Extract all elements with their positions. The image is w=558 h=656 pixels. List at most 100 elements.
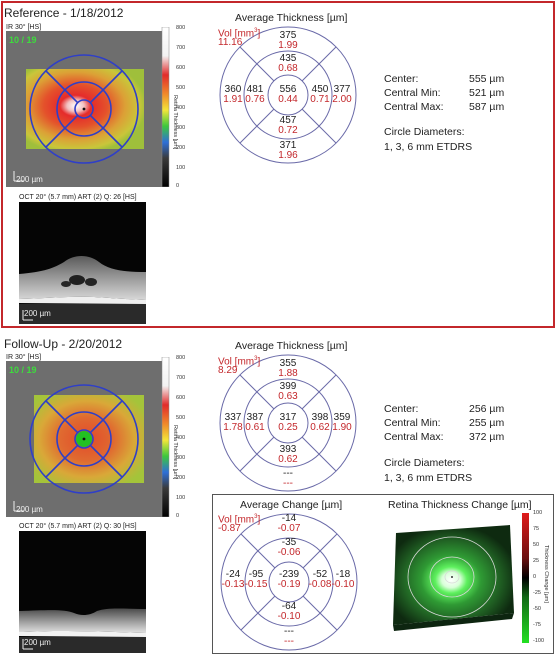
followup-center-label: Center: — [384, 403, 419, 415]
reference-min-label: Central Min: — [384, 87, 441, 99]
followup-min-value: 255 µm — [469, 417, 505, 429]
followup-vol-header: Vol [mm3] — [218, 356, 261, 368]
followup-center-value: 256 µm — [469, 403, 505, 415]
reference-inner-bottom: 457 0.72 — [278, 115, 298, 136]
colorbar-tick: 700 — [176, 375, 186, 381]
colorbar-tick: 400 — [176, 105, 186, 111]
colorbar-tick: 100 — [176, 495, 186, 501]
colorbar-tick: 400 — [176, 435, 186, 441]
followup-scale-label: 200 µm — [16, 505, 43, 514]
reference-thickness-map — [13, 54, 144, 182]
colorbar-tick: 700 — [176, 45, 186, 51]
followup-max-label: Central Max: — [384, 431, 444, 443]
reference-ir-label: IR 30° [HS] — [6, 24, 42, 31]
reference-center-label: Center: — [384, 73, 419, 85]
reference-panel — [1, 1, 555, 328]
colorbar-tick: 0 — [176, 183, 180, 189]
followup-diameters-value: 1, 3, 6 mm ETDRS — [384, 472, 473, 484]
change-vol-total: -0.87 — [218, 523, 241, 534]
change-etdrs-grid[interactable] — [219, 512, 359, 652]
followup-colorbar — [160, 357, 172, 517]
change-colorbar — [521, 513, 531, 643]
colorbar-tick: 200 — [176, 475, 186, 481]
thickness-change-3d-map[interactable] — [388, 515, 518, 649]
reference-inner-left: 481 0.76 — [245, 84, 265, 105]
colorbar-tick: -100 — [533, 638, 545, 644]
followup-colorbar-ticks: 800 700 600 500 400 300 200 100 0 — [176, 355, 190, 519]
reference-max-label: Central Max: — [384, 101, 444, 113]
colorbar-tick: 500 — [176, 415, 186, 421]
reference-vol-total: 11.16 — [218, 37, 243, 48]
change-map-title: Retina Thickness Change [µm] — [388, 499, 532, 511]
followup-oct-label: OCT 20° (5.7 mm) ART (2) Q: 30 [HS] — [19, 523, 137, 530]
followup-oct-scan[interactable] — [19, 531, 146, 653]
change-title: Average Change [µm] — [240, 499, 343, 511]
reference-outer-bottom: 371 1.96 — [278, 140, 298, 161]
reference-etdrs-grid[interactable] — [218, 25, 358, 165]
colorbar-tick: 100 — [533, 510, 543, 516]
fovea-marker-icon — [451, 576, 453, 578]
change-vol-header: Vol [mm3] — [218, 514, 261, 526]
colorbar-tick: 50 — [533, 542, 540, 548]
reference-inner-right: 450 0.71 — [310, 84, 330, 105]
change-colorbar-ticks: 100 75 50 25 0 -25 -50 -75 -100 — [533, 510, 553, 646]
followup-diameters-label: Circle Diameters: — [384, 457, 465, 469]
reference-oct-label: OCT 20° (5.7 mm) ART (2) Q: 26 [HS] — [19, 194, 137, 201]
reference-min-value: 521 µm — [469, 87, 505, 99]
followup-center: 317 0.25 — [278, 412, 298, 433]
change-inner-bottom: -64 -0.10 — [277, 601, 301, 622]
fovea-marker-icon — [82, 107, 86, 111]
reference-fundus-image[interactable] — [6, 31, 162, 187]
followup-outer-left: 337 1.78 — [223, 412, 243, 433]
reference-oct-scan[interactable] — [19, 202, 146, 324]
followup-min-label: Central Min: — [384, 417, 441, 429]
reference-outer-left: 360 1.91 — [223, 84, 243, 105]
reference-outer-top: 375 1.99 — [278, 30, 298, 51]
colorbar-tick: 300 — [176, 455, 186, 461]
followup-vol-total: 8.29 — [218, 365, 238, 376]
reference-colorbar-title: Retina Thickness [µm] — [172, 95, 178, 150]
change-center: -239 -0.19 — [277, 569, 301, 590]
followup-etdrs-grid[interactable] — [218, 353, 358, 493]
change-inner-top: -35 -0.06 — [277, 537, 301, 558]
followup-thickness-map — [13, 384, 144, 512]
followup-oct-scale-label: 200 µm — [24, 638, 51, 647]
colorbar-tick: 0 — [176, 513, 180, 519]
change-outer-bottom: --- --- — [284, 626, 294, 647]
change-inner-left: -95 -0.15 — [244, 569, 268, 590]
reference-colorbar — [160, 27, 172, 187]
followup-inner-bottom: 393 0.62 — [278, 444, 298, 465]
reference-grid-title: Average Thickness [µm] — [235, 12, 348, 24]
reference-center-value: 555 µm — [469, 73, 505, 85]
colorbar-tick: -50 — [533, 606, 541, 612]
colorbar-tick: 600 — [176, 65, 186, 71]
followup-grid-title: Average Thickness [µm] — [235, 340, 348, 352]
reference-vol-header: Vol [mm3] — [218, 28, 261, 40]
reference-outer-right: 377 2.00 — [332, 84, 352, 105]
followup-max-value: 372 µm — [469, 431, 505, 443]
colorbar-tick: -25 — [533, 590, 541, 596]
followup-inner-left: 387 0.61 — [245, 412, 265, 433]
change-colorbar-title: Thickness Change [µm] — [543, 545, 549, 603]
change-outer-right: -18 -0.10 — [331, 569, 355, 590]
colorbar-tick: 800 — [176, 25, 186, 31]
colorbar-tick: 600 — [176, 395, 186, 401]
colorbar-tick: 100 — [176, 165, 186, 171]
reference-frame-count: 10 / 19 — [9, 35, 37, 45]
reference-inner-top: 435 0.68 — [278, 53, 298, 74]
fovea-marker-icon — [82, 437, 86, 441]
followup-fundus-image[interactable] — [6, 361, 162, 517]
followup-ir-label: IR 30° [HS] — [6, 354, 42, 361]
colorbar-tick: -75 — [533, 622, 541, 628]
followup-title: Follow-Up - 2/20/2012 — [4, 337, 123, 351]
colorbar-tick: 25 — [533, 558, 540, 564]
colorbar-tick: 75 — [533, 526, 540, 532]
followup-colorbar-title: Retina Thickness [µm] — [172, 425, 178, 480]
reference-colorbar-ticks: 800 700 600 500 400 300 200 100 0 — [176, 25, 190, 189]
reference-title: Reference - 1/18/2012 — [4, 6, 124, 20]
followup-inner-right: 398 0.62 — [310, 412, 330, 433]
followup-frame-count: 10 / 19 — [9, 365, 37, 375]
colorbar-tick: 800 — [176, 355, 186, 361]
reference-diameters-value: 1, 3, 6 mm ETDRS — [384, 141, 473, 153]
reference-max-value: 587 µm — [469, 101, 505, 113]
